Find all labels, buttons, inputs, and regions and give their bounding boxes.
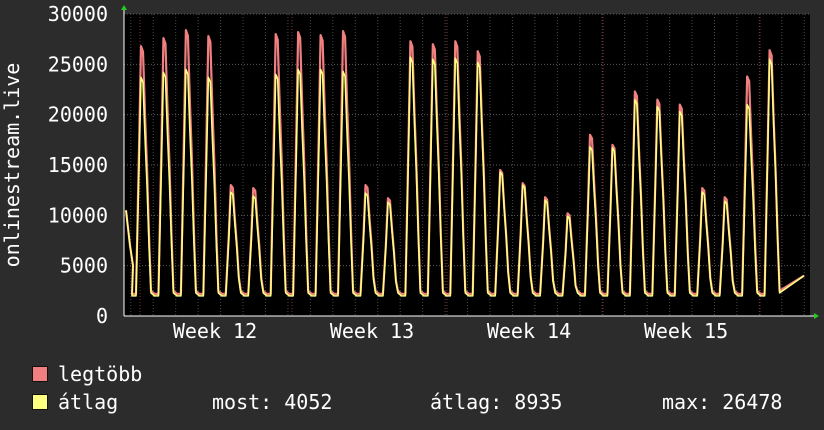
- legend-item-avg: átlag: [32, 390, 118, 414]
- y-tick-label: 5000: [60, 254, 108, 278]
- x-tick-label: Week 15: [644, 319, 728, 343]
- y-tick-label: 15000: [48, 153, 108, 177]
- x-axis-arrow: [814, 313, 819, 319]
- legend-swatch-avg: [32, 394, 48, 410]
- x-tick-label: Week 14: [487, 319, 571, 343]
- x-tick-label: Week 13: [330, 319, 414, 343]
- series-line-atlag: [125, 56, 805, 297]
- chart-plot: 0 5000 10000 15000 20000 25000 30000 Week 12 Wee…: [0, 2, 819, 343]
- legend-label-avg: átlag: [58, 390, 119, 414]
- stat-now: most: 4052: [212, 390, 333, 414]
- x-tick-label: Week 12: [173, 319, 257, 343]
- y-axis-arrow: [121, 5, 127, 10]
- stat-max: max: 26478: [662, 390, 783, 414]
- y-axis-label: onlinestream.live: [0, 63, 24, 268]
- y-tick-label: 10000: [48, 203, 108, 227]
- y-tick-label: 20000: [48, 103, 108, 127]
- legend-label-max: legtöbb: [58, 362, 143, 386]
- y-tick-label: 0: [96, 304, 108, 328]
- legend-swatch-max: [32, 366, 48, 382]
- stat-average: átlag: 8935: [430, 390, 563, 414]
- legend-item-max: legtöbb: [32, 362, 142, 386]
- y-tick-label: 30000: [48, 2, 108, 26]
- y-tick-label: 25000: [48, 52, 108, 76]
